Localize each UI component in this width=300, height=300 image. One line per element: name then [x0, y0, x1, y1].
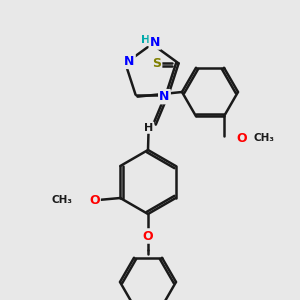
Text: S: S [152, 57, 161, 70]
Text: H: H [144, 123, 153, 133]
Text: N: N [124, 55, 135, 68]
Text: N: N [159, 90, 170, 103]
Text: O: O [89, 194, 100, 206]
Text: N: N [150, 35, 160, 49]
Text: H: H [141, 35, 151, 45]
Text: CH₃: CH₃ [254, 133, 275, 143]
Text: O: O [143, 230, 153, 242]
Text: CH₃: CH₃ [51, 195, 72, 205]
Text: O: O [237, 132, 247, 145]
